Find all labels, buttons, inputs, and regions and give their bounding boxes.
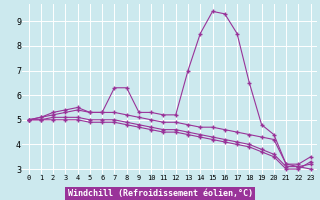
Text: Windchill (Refroidissement éolien,°C): Windchill (Refroidissement éolien,°C) xyxy=(68,189,252,198)
